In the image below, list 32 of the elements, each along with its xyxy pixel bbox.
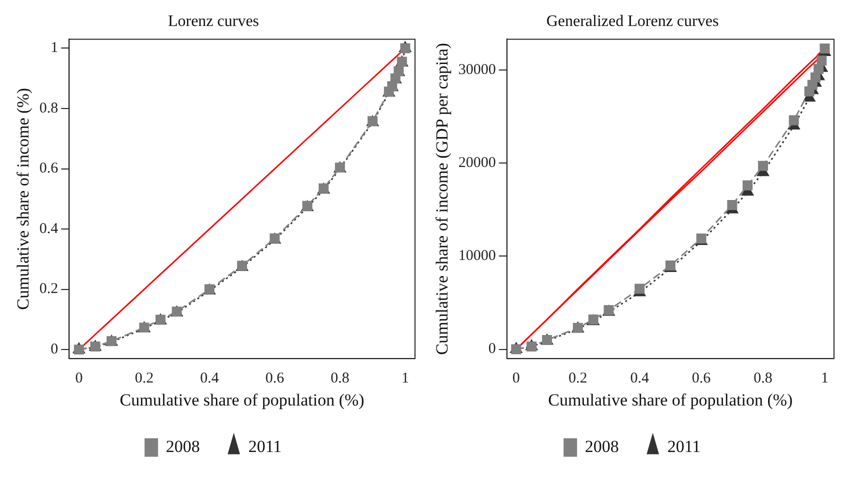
x-axis-title: Cumulative share of population (%) [120, 390, 364, 410]
legend-label: 2011 [667, 436, 701, 456]
x-tick-label: 0.4 [630, 370, 650, 387]
y-tick-label: 0 [50, 342, 58, 358]
x-tick-label: 0.4 [200, 370, 220, 387]
chart-title: Lorenz curves [168, 12, 260, 30]
x-tick-label: 0 [75, 370, 83, 387]
y-tick-label: 0.2 [39, 281, 58, 298]
y-axis-title: Cumulative share of income (GDP per capita) [432, 42, 452, 355]
x-tick-label: 0.2 [134, 370, 154, 387]
y-tick-label: 0.4 [39, 220, 59, 237]
chart-title: Generalized Lorenz curves [546, 12, 719, 30]
x-tick-label: 0.8 [754, 370, 772, 387]
legend-label: 2008 [584, 436, 619, 456]
legend-label: 2011 [248, 436, 282, 456]
y-tick-label: 10000 [458, 248, 496, 264]
x-tick-label: 0.6 [692, 370, 712, 387]
x-tick-label: 0.8 [330, 370, 350, 387]
legend-label: 2008 [166, 436, 200, 456]
y-tick-label: 30000 [458, 62, 496, 78]
x-tick-label: 0 [512, 370, 520, 387]
y-tick-label: 0.8 [39, 100, 58, 116]
x-tick-label: 1 [401, 370, 409, 387]
y-tick-label: 1 [50, 40, 58, 56]
x-tick-label: 0.6 [265, 370, 285, 387]
x-tick-label: 1 [820, 370, 828, 387]
y-tick-label: 0.6 [39, 160, 59, 177]
y-tick-label: 0 [488, 341, 496, 358]
x-axis-title: Cumulative share of population (%) [548, 390, 793, 410]
y-axis-title: Cumulative share of income (%) [14, 88, 33, 310]
y-tick-label: 20000 [458, 154, 496, 171]
x-tick-label: 0.2 [568, 370, 588, 387]
